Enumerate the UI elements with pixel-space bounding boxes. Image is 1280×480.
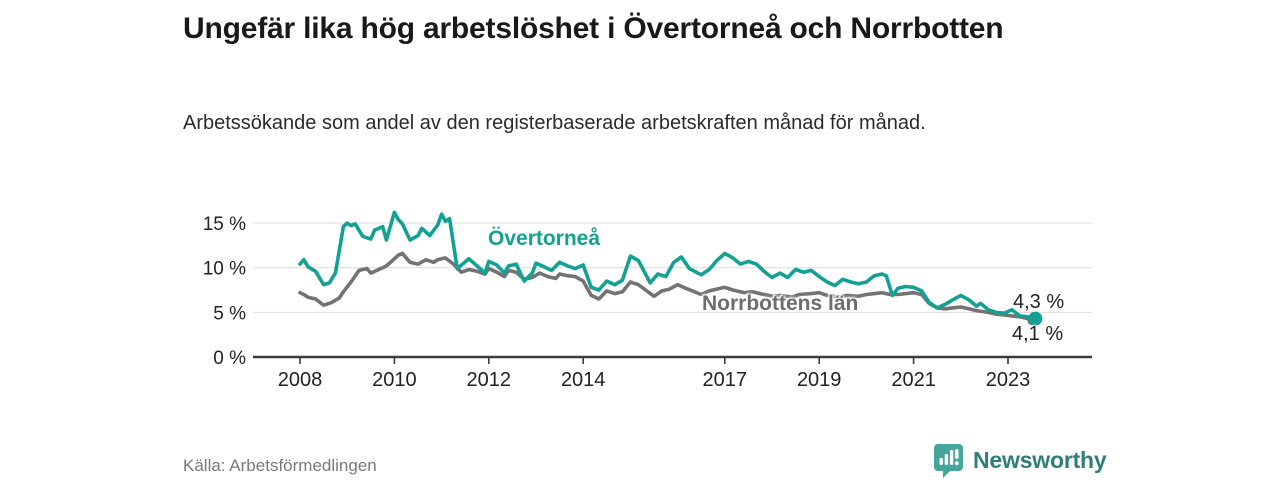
end-value-label-norrbotten: 4,1 %: [1012, 323, 1064, 345]
x-axis-label: 2008: [278, 369, 323, 391]
series-label-overtornea: Övertorneå: [488, 227, 601, 250]
y-axis-label: 5 %: [213, 303, 246, 324]
line--vertorne-: [298, 210, 1038, 321]
page-title: Ungefär lika hög arbetslöshet i Övertorn…: [183, 12, 1004, 45]
source-note: Källa: Arbetsförmedlingen: [183, 456, 377, 475]
bar-chart-speech-bubble-icon: [934, 444, 963, 478]
x-axis-label: 2017: [703, 369, 748, 391]
x-axis-label: 2023: [986, 369, 1031, 391]
end-value-label-overtornea: 4,3 %: [1013, 291, 1065, 313]
y-axis-label: 15 %: [203, 214, 246, 235]
series-label-norrbotten: Norrbottens län: [702, 292, 859, 315]
x-axis-label: 2021: [891, 369, 936, 391]
end-dot-overtornea: [1028, 311, 1043, 326]
x-axis-label: 2014: [561, 369, 606, 391]
brand-wordmark: Newsworthy: [973, 447, 1107, 473]
newsworthy-logo: Newsworthy: [933, 443, 1107, 479]
y-axis-label: 0 %: [213, 348, 246, 369]
x-axis-label: 2010: [372, 369, 417, 391]
line-norrbottens-l-n: [298, 251, 1038, 323]
y-axis-label: 10 %: [203, 259, 246, 280]
chart-subtitle: Arbetssökande som andel av den registerb…: [183, 112, 926, 134]
x-axis-label: 2012: [467, 369, 512, 391]
x-axis-label: 2019: [797, 369, 842, 391]
